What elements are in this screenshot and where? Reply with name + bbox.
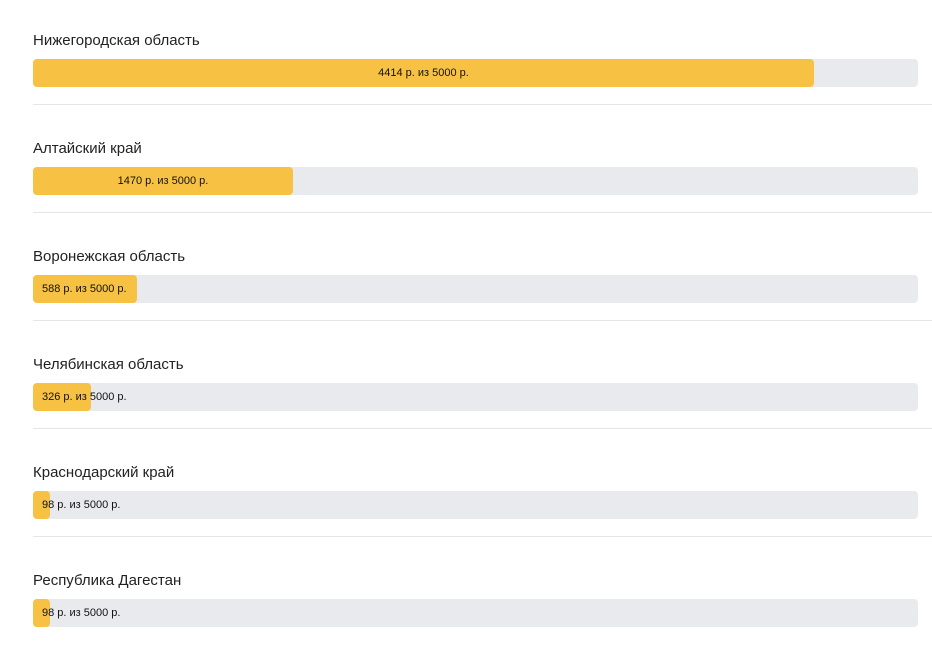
region-name: Нижегородская область (33, 32, 200, 49)
divider (33, 212, 932, 213)
progress-fill (33, 275, 138, 303)
progress-bar: 4414 р. из 5000 р. (33, 59, 918, 87)
progress-label: 1470 р. из 5000 р. (117, 175, 209, 187)
progress-label: 326 р. из 5000 р. (42, 391, 127, 403)
progress-fill (33, 599, 51, 627)
progress-label: 98 р. из 5000 р. (42, 607, 121, 619)
progress-fill (33, 383, 91, 411)
progress-label: 4414 р. из 5000 р. (378, 67, 469, 79)
divider (33, 320, 932, 321)
region-item: Алтайский край 1470 р. из 5000 р. (33, 118, 932, 226)
region-item: Нижегородская область 4414 р. из 5000 р. (33, 10, 932, 118)
region-name: Челябинская область (33, 356, 184, 373)
region-item: Республика Дагестан 98 р. из 5000 р. (33, 550, 932, 658)
divider (33, 428, 932, 429)
progress-label: 588 р. из 5000 р. (42, 283, 127, 295)
divider (33, 536, 932, 537)
progress-bar: 588 р. из 5000 р. (33, 275, 918, 303)
progress-label: 98 р. из 5000 р. (42, 499, 121, 511)
progress-bar: 98 р. из 5000 р. (33, 599, 918, 627)
region-item: Краснодарский край 98 р. из 5000 р. (33, 442, 932, 550)
region-name: Алтайский край (33, 140, 142, 157)
region-name: Республика Дагестан (33, 572, 182, 589)
region-name: Краснодарский край (33, 464, 175, 481)
progress-fill (33, 167, 294, 195)
progress-bar: 326 р. из 5000 р. (33, 383, 918, 411)
progress-fill (33, 491, 51, 519)
progress-bar: 98 р. из 5000 р. (33, 491, 918, 519)
progress-fill (33, 59, 815, 87)
progress-bar: 1470 р. из 5000 р. (33, 167, 918, 195)
divider (33, 104, 932, 105)
region-name: Воронежская область (33, 248, 186, 265)
region-item: Челябинская область 326 р. из 5000 р. (33, 334, 932, 442)
region-item: Воронежская область 588 р. из 5000 р. (33, 226, 932, 334)
